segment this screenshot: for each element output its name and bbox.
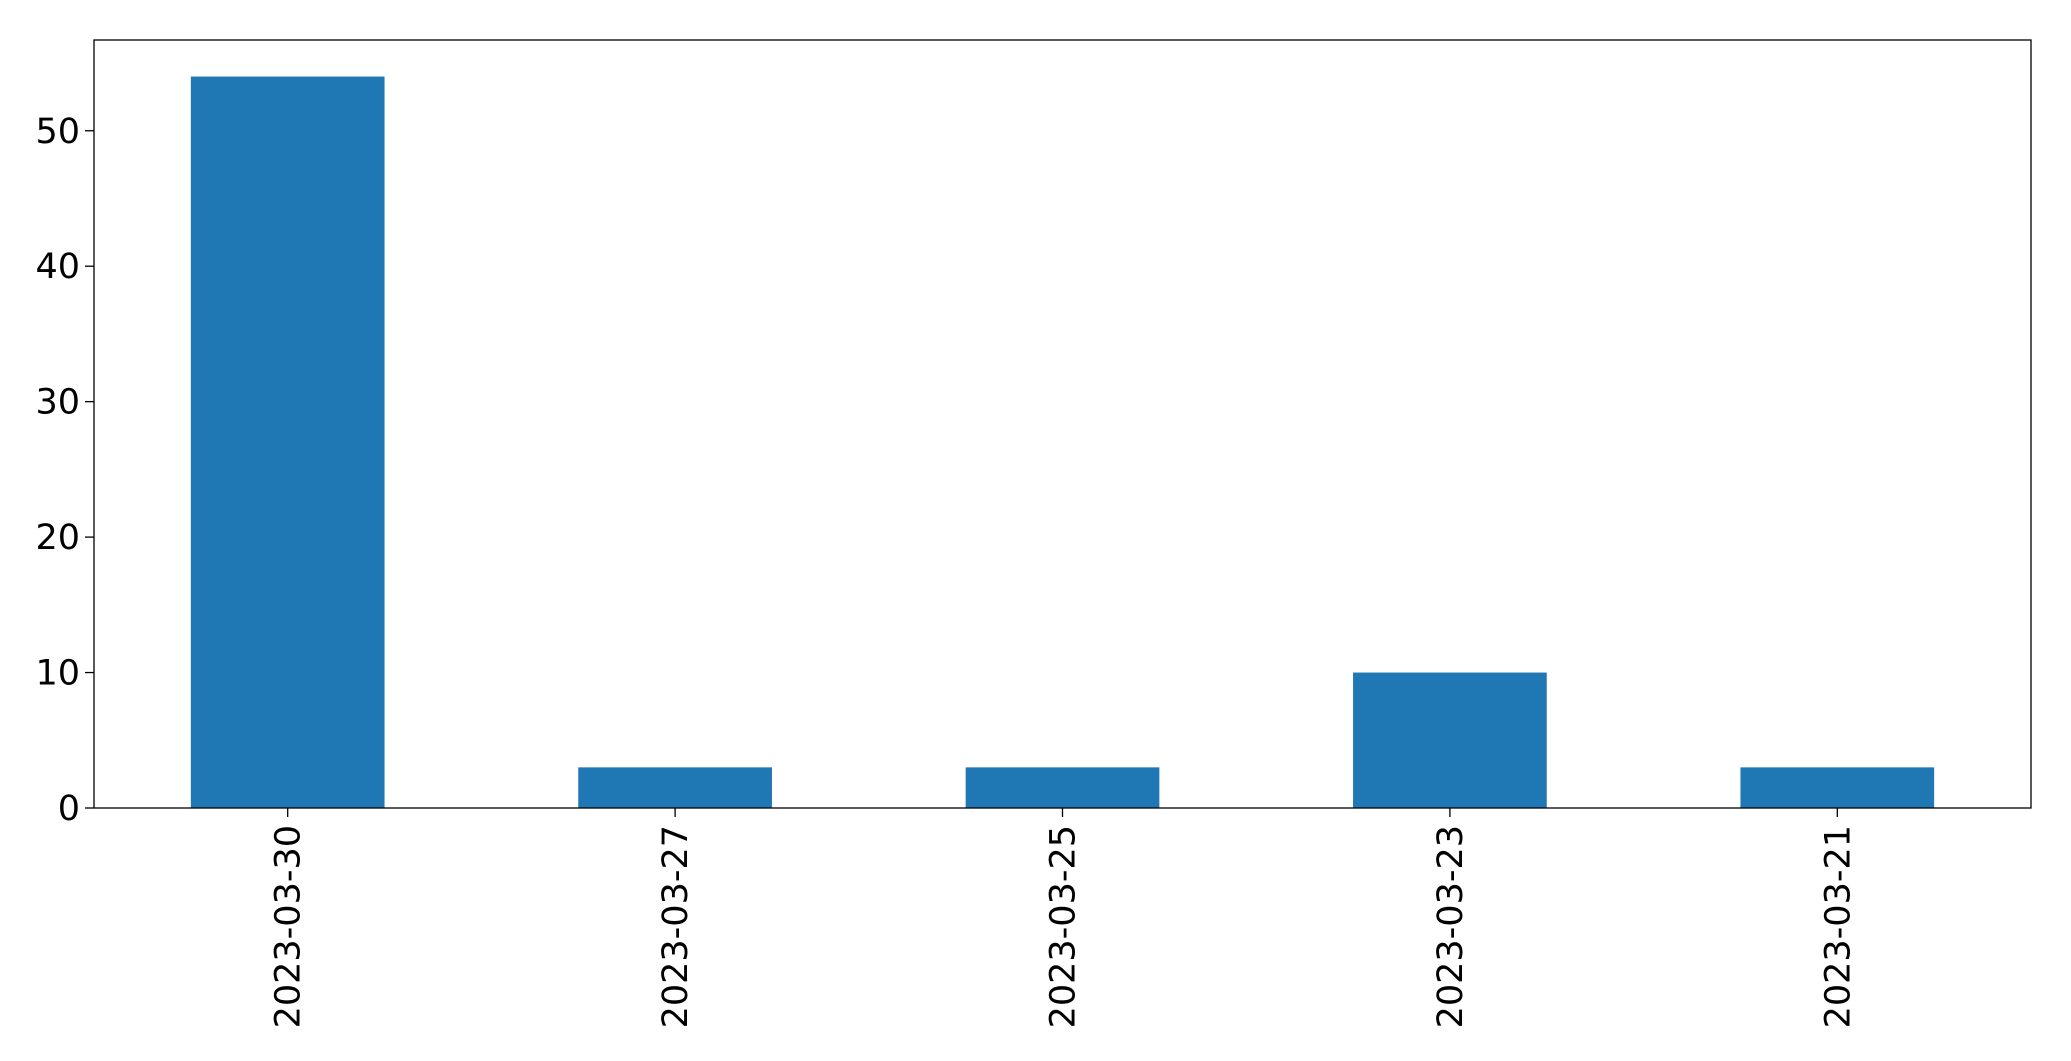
x-tick-label: 2023-03-30 xyxy=(269,825,309,1028)
y-tick-label: 50 xyxy=(35,112,80,152)
y-tick-label: 30 xyxy=(35,383,80,423)
x-tick-label: 2023-03-23 xyxy=(1431,825,1471,1028)
bar xyxy=(1740,767,1935,808)
y-tick-label: 0 xyxy=(58,789,80,829)
y-tick-label: 40 xyxy=(35,247,80,287)
plot-frame xyxy=(93,39,2032,809)
y-tick-label: 10 xyxy=(35,654,80,694)
y-tick-label: 20 xyxy=(35,518,80,558)
bar xyxy=(578,767,772,808)
bar xyxy=(965,767,1160,808)
x-tick-label: 2023-03-25 xyxy=(1044,825,1084,1028)
x-tick-label: 2023-03-21 xyxy=(1818,825,1858,1028)
bar xyxy=(190,76,385,809)
bar xyxy=(1353,672,1547,808)
x-tick-label: 2023-03-27 xyxy=(656,825,696,1028)
